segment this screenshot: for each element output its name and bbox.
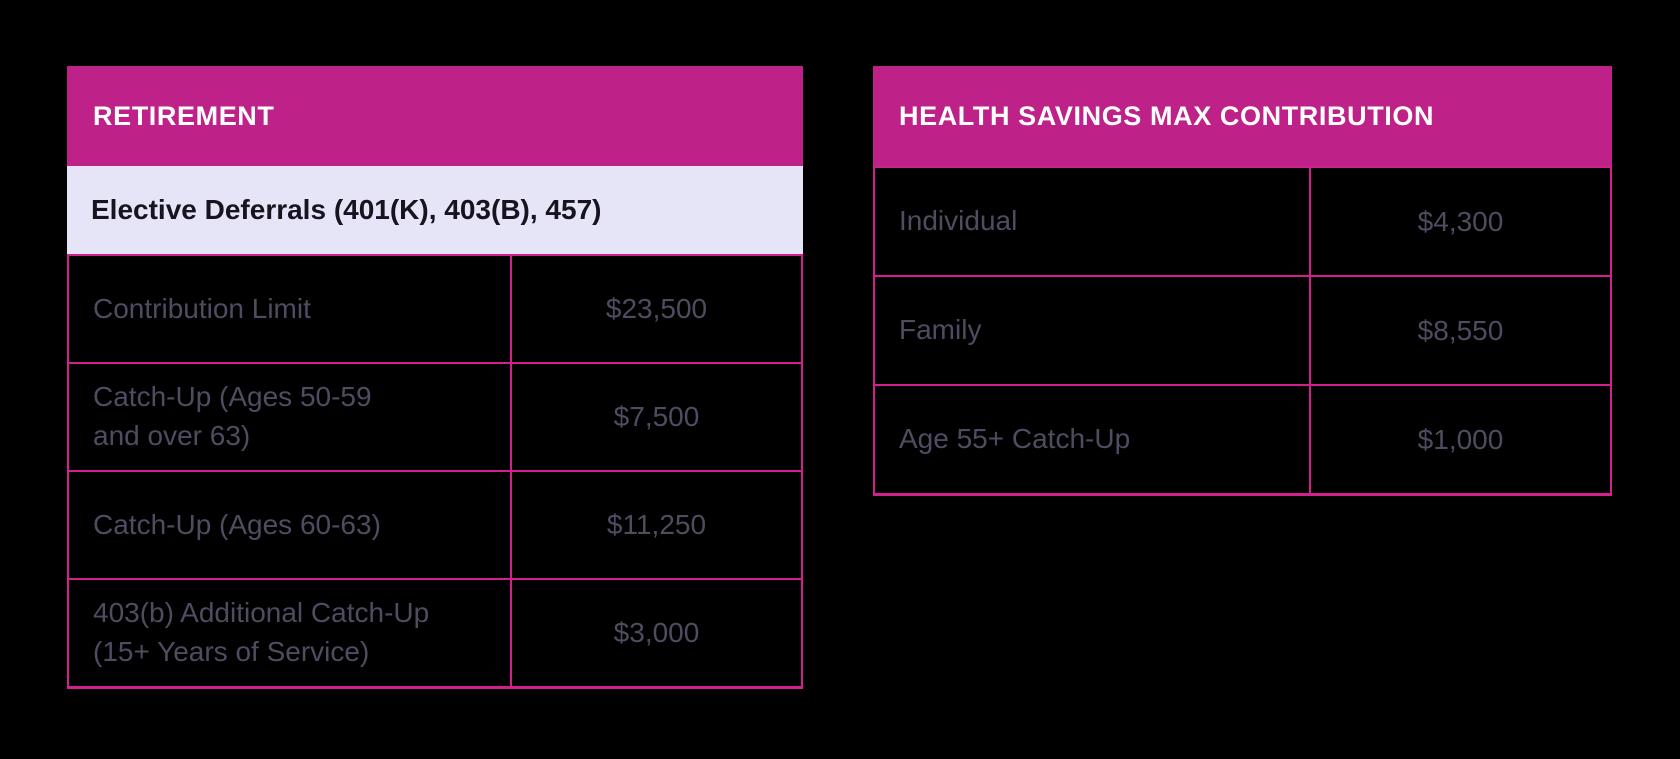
row-value-cell: $23,500 [605,293,708,324]
row-label-cell: Catch-Up (Ages 60-63) [69,472,512,578]
row-value-cell: $3,000 [613,617,700,648]
retirement-table-header: RETIREMENT [67,66,803,166]
table-row: Contribution Limit $23,500 [69,254,801,362]
table-row: 403(b) Additional Catch-Up (15+ Years of… [69,578,801,686]
row-value-cell: $4,300 [1417,205,1504,237]
row-label-cell: Individual [875,168,1311,275]
table-row: Catch-Up (Ages 60-63) $11,250 [69,470,801,578]
row-label-cell: Contribution Limit [69,256,512,362]
retirement-table: RETIREMENT Elective Deferrals (401(K), 4… [67,66,803,689]
row-value-cell: $11,250 [606,509,707,540]
row-label-cell: 403(b) Additional Catch-Up (15+ Years of… [69,580,512,686]
row-label-cell: Family [875,277,1311,384]
row-label-cell: Age 55+ Catch-Up [875,386,1311,493]
row-label-cell: Catch-Up (Ages 50-59 and over 63) [69,364,512,470]
table-row: Catch-Up (Ages 50-59 and over 63) $7,500 [69,362,801,470]
row-value-cell: $7,500 [613,401,700,432]
retirement-subheader-row: Elective Deferrals (401(K), 403(B), 457) [67,166,803,254]
retirement-table-title: RETIREMENT [93,100,275,131]
health-savings-table: HEALTH SAVINGS MAX CONTRIBUTION Individu… [873,66,1612,496]
table-row: Family $8,550 [875,275,1610,384]
table-row: Age 55+ Catch-Up $1,000 [875,384,1610,493]
health-savings-table-title: HEALTH SAVINGS MAX CONTRIBUTION [899,100,1435,131]
retirement-subheader-label: Elective Deferrals (401(K), 403(B), 457) [91,194,602,225]
row-value-cell: $8,550 [1417,314,1504,346]
table-row: Individual $4,300 [875,166,1610,275]
row-value-cell: $1,000 [1417,423,1504,455]
health-savings-table-header: HEALTH SAVINGS MAX CONTRIBUTION [873,66,1612,166]
